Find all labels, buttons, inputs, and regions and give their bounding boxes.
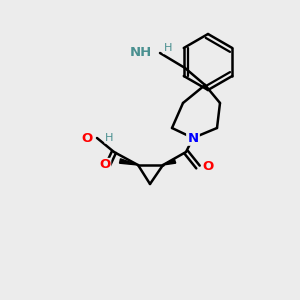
Text: O: O [202,160,213,173]
Text: O: O [82,131,93,145]
Text: NH: NH [130,46,152,59]
Text: N: N [188,131,199,145]
Polygon shape [163,159,176,165]
Polygon shape [119,159,138,165]
Text: O: O [99,158,111,172]
Text: H: H [105,133,113,143]
Text: H: H [164,43,172,53]
